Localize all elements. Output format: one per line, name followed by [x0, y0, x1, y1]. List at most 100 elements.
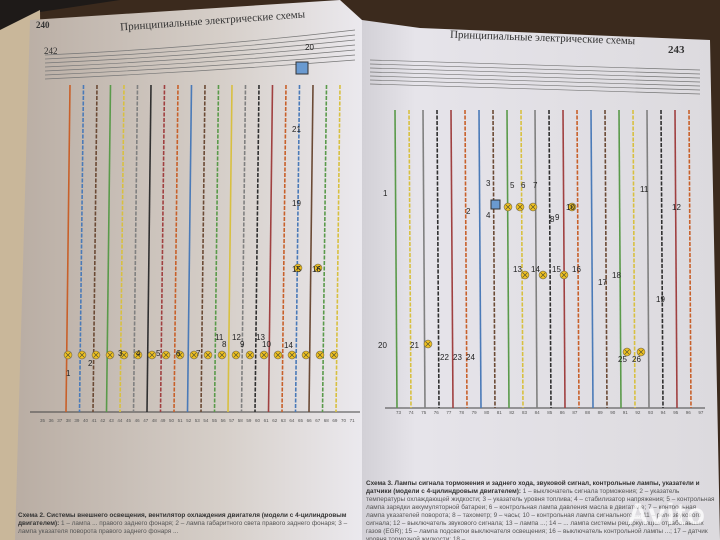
terminal-number: 92	[635, 410, 641, 415]
component-label: 2	[466, 207, 471, 216]
wire	[267, 84, 274, 413]
terminal-number: 68	[324, 418, 330, 423]
lamp-cross	[205, 352, 211, 358]
right-caption: Схема 3. Лампы сигнала торможения и задн…	[366, 480, 716, 540]
right-caption-body: 1 – выключатель сигнала торможения; 2 – …	[366, 488, 715, 540]
component-label: 10	[566, 203, 575, 212]
component-label: 9	[240, 340, 245, 349]
terminal-number: 50	[169, 418, 175, 423]
relay-icon	[295, 61, 309, 75]
right-page	[362, 20, 720, 540]
wire	[227, 84, 233, 413]
lamp-cross	[65, 352, 71, 358]
component-label: 23	[453, 353, 462, 362]
wire	[213, 84, 220, 413]
component-label: 5	[510, 181, 515, 190]
terminal-number: 46	[135, 418, 141, 423]
lamp-cross	[315, 265, 321, 271]
lamp-cross	[289, 352, 295, 358]
wire	[618, 109, 622, 409]
component-label: 12	[232, 333, 241, 342]
wire	[604, 109, 608, 409]
lamp-cross	[163, 352, 169, 358]
lamp-cross	[93, 352, 99, 358]
lamp-cross	[530, 204, 536, 210]
terminal-number: 69	[332, 418, 338, 423]
left-wiring-diagram	[30, 29, 360, 413]
terminal-number: 52	[186, 418, 192, 423]
wire	[394, 109, 398, 409]
terminal-number: 56	[221, 418, 227, 423]
component-label: 7	[196, 349, 201, 358]
terminal-number: 86	[560, 410, 566, 415]
terminal-number: 90	[610, 410, 616, 415]
lamp-cross	[569, 204, 575, 210]
component-label: 19	[656, 295, 665, 304]
component-label: 19	[292, 199, 301, 208]
lamp-cross	[79, 352, 85, 358]
component-label: 5	[156, 349, 161, 358]
wire	[132, 84, 139, 413]
wire	[478, 109, 482, 409]
lamp-cross	[177, 352, 183, 358]
component-label: 6	[521, 181, 526, 190]
terminal-number: 44	[117, 418, 123, 423]
wire	[562, 109, 566, 409]
terminal-number: 41	[92, 418, 98, 423]
terminal-number: 53	[195, 418, 201, 423]
lamp-cross	[191, 352, 197, 358]
bus-line	[369, 67, 701, 79]
wire	[464, 109, 468, 409]
right-caption-title: Схема 3. Лампы сигнала торможения и задн…	[366, 480, 700, 495]
wire	[450, 109, 454, 409]
component-label: 3	[486, 179, 491, 188]
terminal-number: 74	[409, 410, 415, 415]
terminal-number: 81	[497, 410, 503, 415]
component-label: 1	[66, 369, 71, 378]
terminal-number: 87	[572, 410, 578, 415]
lamp-cross	[295, 265, 301, 271]
component-label: 8	[550, 215, 555, 224]
lamp-cross	[275, 352, 281, 358]
terminal-number: 35	[40, 418, 46, 423]
lamp-cross	[425, 341, 431, 347]
terminal-number: 85	[547, 410, 553, 415]
voltage-stabilizer-icon	[490, 199, 501, 210]
bus-line	[44, 49, 356, 72]
component-label: 26	[632, 355, 641, 364]
component-label: 11	[640, 185, 649, 194]
avito-watermark: Avito	[627, 498, 706, 531]
left-caption: Схема 2. Системы внешнего освещения, вен…	[18, 512, 358, 540]
wire	[660, 109, 664, 409]
bus-line	[369, 79, 701, 91]
terminal-number: 38	[66, 418, 72, 423]
wire	[548, 109, 552, 409]
terminal-number: 48	[152, 418, 158, 423]
bus-line	[369, 59, 701, 71]
wire	[590, 109, 594, 409]
component-label: 11	[215, 333, 224, 342]
component-label: 21	[292, 125, 301, 134]
component-label: 6	[176, 349, 181, 358]
bus-line	[44, 39, 356, 64]
component-label: 2	[88, 359, 93, 368]
lamp-cross	[233, 352, 239, 358]
terminal-number: 91	[623, 410, 629, 415]
lamp-cross	[561, 272, 567, 278]
bus-line	[44, 29, 356, 56]
wire	[506, 109, 510, 409]
terminal-number: 59	[246, 418, 252, 423]
lamp-cross	[517, 204, 523, 210]
terminal-number: 89	[598, 410, 604, 415]
component-label: 10	[262, 340, 271, 349]
terminal-number: 64	[289, 418, 295, 423]
wire	[408, 109, 412, 409]
wire	[254, 84, 260, 413]
component-label: 12	[672, 203, 681, 212]
wire	[146, 84, 152, 413]
terminal-number: 78	[459, 410, 465, 415]
component-label: 4	[486, 211, 491, 220]
terminal-number: 73	[396, 410, 402, 415]
component-label: 16	[312, 265, 321, 274]
lamp-cross	[624, 349, 630, 355]
